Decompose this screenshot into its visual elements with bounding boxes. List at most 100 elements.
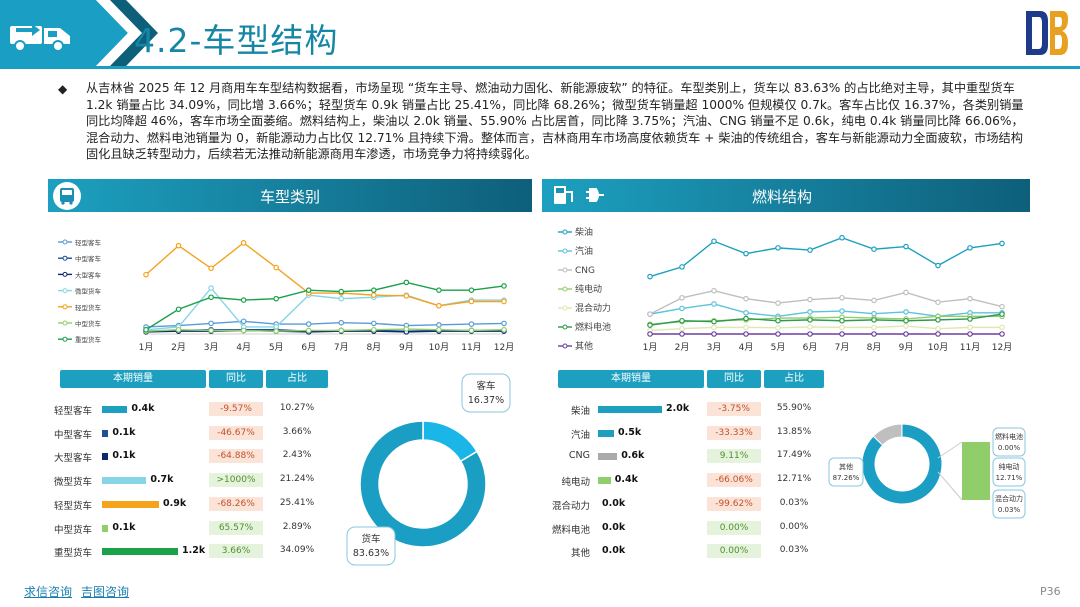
series-line [649,236,1003,278]
share-cell: 10.27% [279,403,315,413]
data-point [371,320,377,327]
data-point [999,303,1005,310]
data-point [501,298,507,305]
donut-label: 其他 [839,462,853,471]
share-cell: 2.43% [282,450,312,461]
data-point [679,305,685,312]
legend-label: 汽油 [575,245,593,257]
sales-bar [102,453,109,461]
yoy-cell: -33.33% [707,425,761,440]
donut-value: 12.71% [996,474,1023,482]
data-point [468,298,475,305]
data-point [338,327,345,334]
data-point [807,324,813,330]
yoy-cell: -64.88% [209,449,263,464]
legend-label: 微型货车 [75,287,102,296]
data-point [775,300,781,306]
x-tick-label: 11月 [960,342,980,353]
left-header-share: 占比 [266,370,328,388]
series-line [649,325,1002,332]
data-point [711,301,717,307]
sales-value: 0.1k [112,426,136,438]
data-point [208,265,214,272]
data-point [743,250,749,257]
data-point [839,234,845,241]
legend-marker [562,248,568,254]
footer-link-jitu[interactable]: 吉图咨询 [81,585,130,599]
data-point [775,245,781,251]
sales-value: 0.0k [602,497,626,509]
share-cell: 34.09% [279,545,315,556]
sales-bar [102,406,128,413]
sales-value: 0.1k [112,450,136,462]
data-point [371,326,377,333]
donut-label: 混合动力 [995,494,1023,503]
x-tick-label: 5月 [269,342,284,353]
x-tick-label: 2月 [171,342,186,353]
x-tick-label: 10月 [928,342,948,353]
sales-bar [598,429,614,437]
donut-callout [461,373,511,413]
x-tick-label: 1月 [643,342,658,353]
data-point [935,317,941,323]
legend-marker [562,267,568,273]
data-point [999,331,1005,337]
data-point [903,317,909,324]
data-point [999,240,1005,247]
data-point [935,262,941,269]
yoy-cell: -9.57% [209,402,263,416]
yoy-cell: -66.06% [707,473,761,488]
data-point [175,306,182,313]
data-point [208,327,214,334]
donut-value: 83.63% [353,548,389,559]
x-tick-label: 5月 [771,342,786,353]
footer-link-qiuxin[interactable]: 求信咨询 [24,585,73,599]
yoy-cell: -99.62% [707,496,761,511]
donut-callout [992,489,1026,519]
data-point [775,331,781,337]
donut-callout [346,526,396,566]
sales-bar [102,429,109,437]
data-point [338,295,345,302]
legend-marker [62,304,68,310]
data-point [839,331,845,337]
x-tick-label: 4月 [739,342,754,353]
data-point [647,331,653,337]
data-point [807,296,813,303]
row-label: CNG [568,450,590,462]
x-tick-label: 6月 [301,342,316,353]
x-tick-label: 9月 [399,342,414,353]
data-point [208,294,214,301]
data-point [647,322,653,328]
donut-callout [992,457,1026,487]
data-point [871,317,877,323]
series-line [649,289,1003,315]
legend-label: 柴油 [575,226,593,238]
legend-label: CNG [575,266,595,276]
legend-marker [562,229,568,235]
row-label: 大型客车 [53,453,92,465]
sales-value: 0.4k [614,474,638,486]
sales-bar [598,406,662,413]
left-header-yoy: 同比 [209,370,263,388]
data-point [403,326,410,332]
row-label: 重型货车 [53,548,92,560]
share-cell: 12.71% [776,474,812,485]
data-point [240,240,247,246]
data-point [273,295,279,302]
right-header-sales: 本期销量 [558,370,704,388]
row-label: 柴油 [570,406,590,417]
data-point [775,317,781,324]
data-point [967,295,973,302]
data-point [679,264,685,270]
donut-slice [422,420,478,463]
sales-bar [598,477,611,485]
row-label: 其他 [570,548,590,560]
donut-value: 16.37% [468,395,504,406]
data-point [468,287,475,293]
data-point [807,331,813,337]
connector-line [937,471,963,501]
right-header-share: 占比 [764,370,824,388]
data-point [273,328,279,334]
data-point [371,287,377,293]
